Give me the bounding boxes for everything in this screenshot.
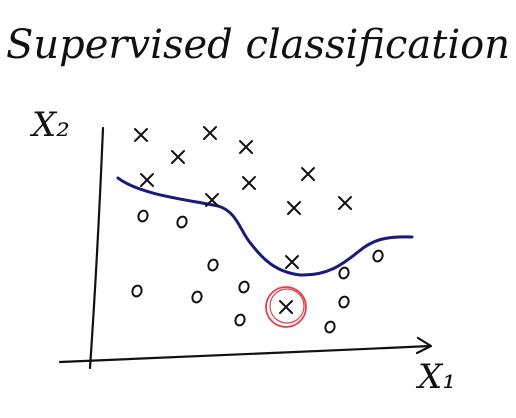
class-x-marker [239,140,253,154]
class-o-marker [372,249,384,263]
class-o-marker [176,215,188,229]
diagram-title: Supervised classification [6,22,510,68]
class-o-marker [338,295,350,309]
class-o-marker [234,313,246,327]
class-x-marker [242,176,256,190]
class-x-marker [205,193,219,207]
class-o-marker [207,258,219,272]
class-x-marker [301,167,315,181]
misclassified-highlight-circle [265,286,307,328]
class-o-marker [324,320,336,334]
x-axis-arrowhead [415,336,433,355]
class-x-marker [171,150,185,164]
misclassified-highlight-inner-stroke [269,288,305,324]
data-points [131,126,384,334]
class-o-marker [238,280,250,294]
x-axis [58,344,432,364]
class-x-marker [287,201,301,215]
class-x-marker [140,173,154,187]
class-o-marker [137,209,149,223]
x-axis-label: X₁ [415,357,456,397]
class-x-marker [338,196,352,210]
class-x-marker [285,255,299,269]
class-x-marker [134,128,148,142]
class-o-marker [131,284,143,298]
class-x-marker [203,126,217,140]
class-o-marker [338,266,350,280]
decision-boundary [116,176,414,277]
y-axis [88,126,105,370]
class-o-marker [191,290,203,304]
class-x-marker [279,300,293,314]
y-axis-label: X₂ [29,105,70,145]
